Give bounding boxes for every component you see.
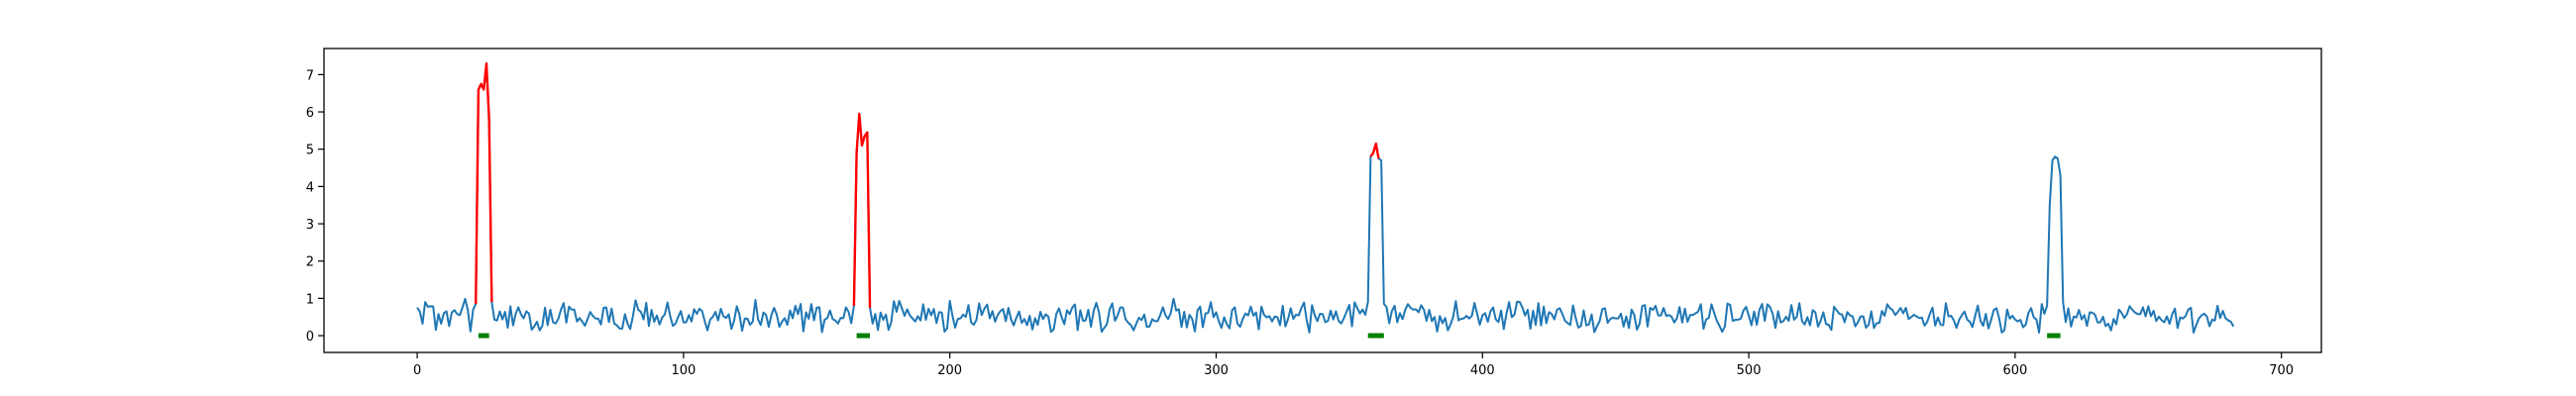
y-tick-label-0: 0 [306,330,314,345]
x-tick-label-300: 300 [1204,363,1229,378]
y-tick-label-6: 6 [306,106,314,121]
x-tick-label-200: 200 [937,363,962,378]
plot-frame [323,48,2322,353]
axes: 0 100 200 300 400 500 600 700 0 1 2 3 4 5 6 7 [306,48,2322,378]
x-tick-label-500: 500 [1737,363,1762,378]
signal-series [416,62,2235,334]
x-tick-label-100: 100 [671,363,696,378]
signal-line [416,62,2235,334]
y-tick-label-1: 1 [306,292,314,307]
y-tick-label-2: 2 [306,255,314,270]
anomaly-series [475,61,1380,308]
x-tick-label-0: 0 [413,363,421,378]
x-tick-label-600: 600 [2002,363,2027,378]
y-tick-label-4: 4 [306,180,314,195]
anomaly-segment-2 [1369,142,1380,159]
anomaly-segment-0 [475,61,493,305]
anomaly-segment-1 [852,112,872,308]
y-tick-label-5: 5 [306,144,314,158]
y-tick-label-7: 7 [306,68,314,83]
x-tick-label-400: 400 [1470,363,1495,378]
y-tick-label-3: 3 [306,218,314,233]
x-tick-label-700: 700 [2269,363,2294,378]
